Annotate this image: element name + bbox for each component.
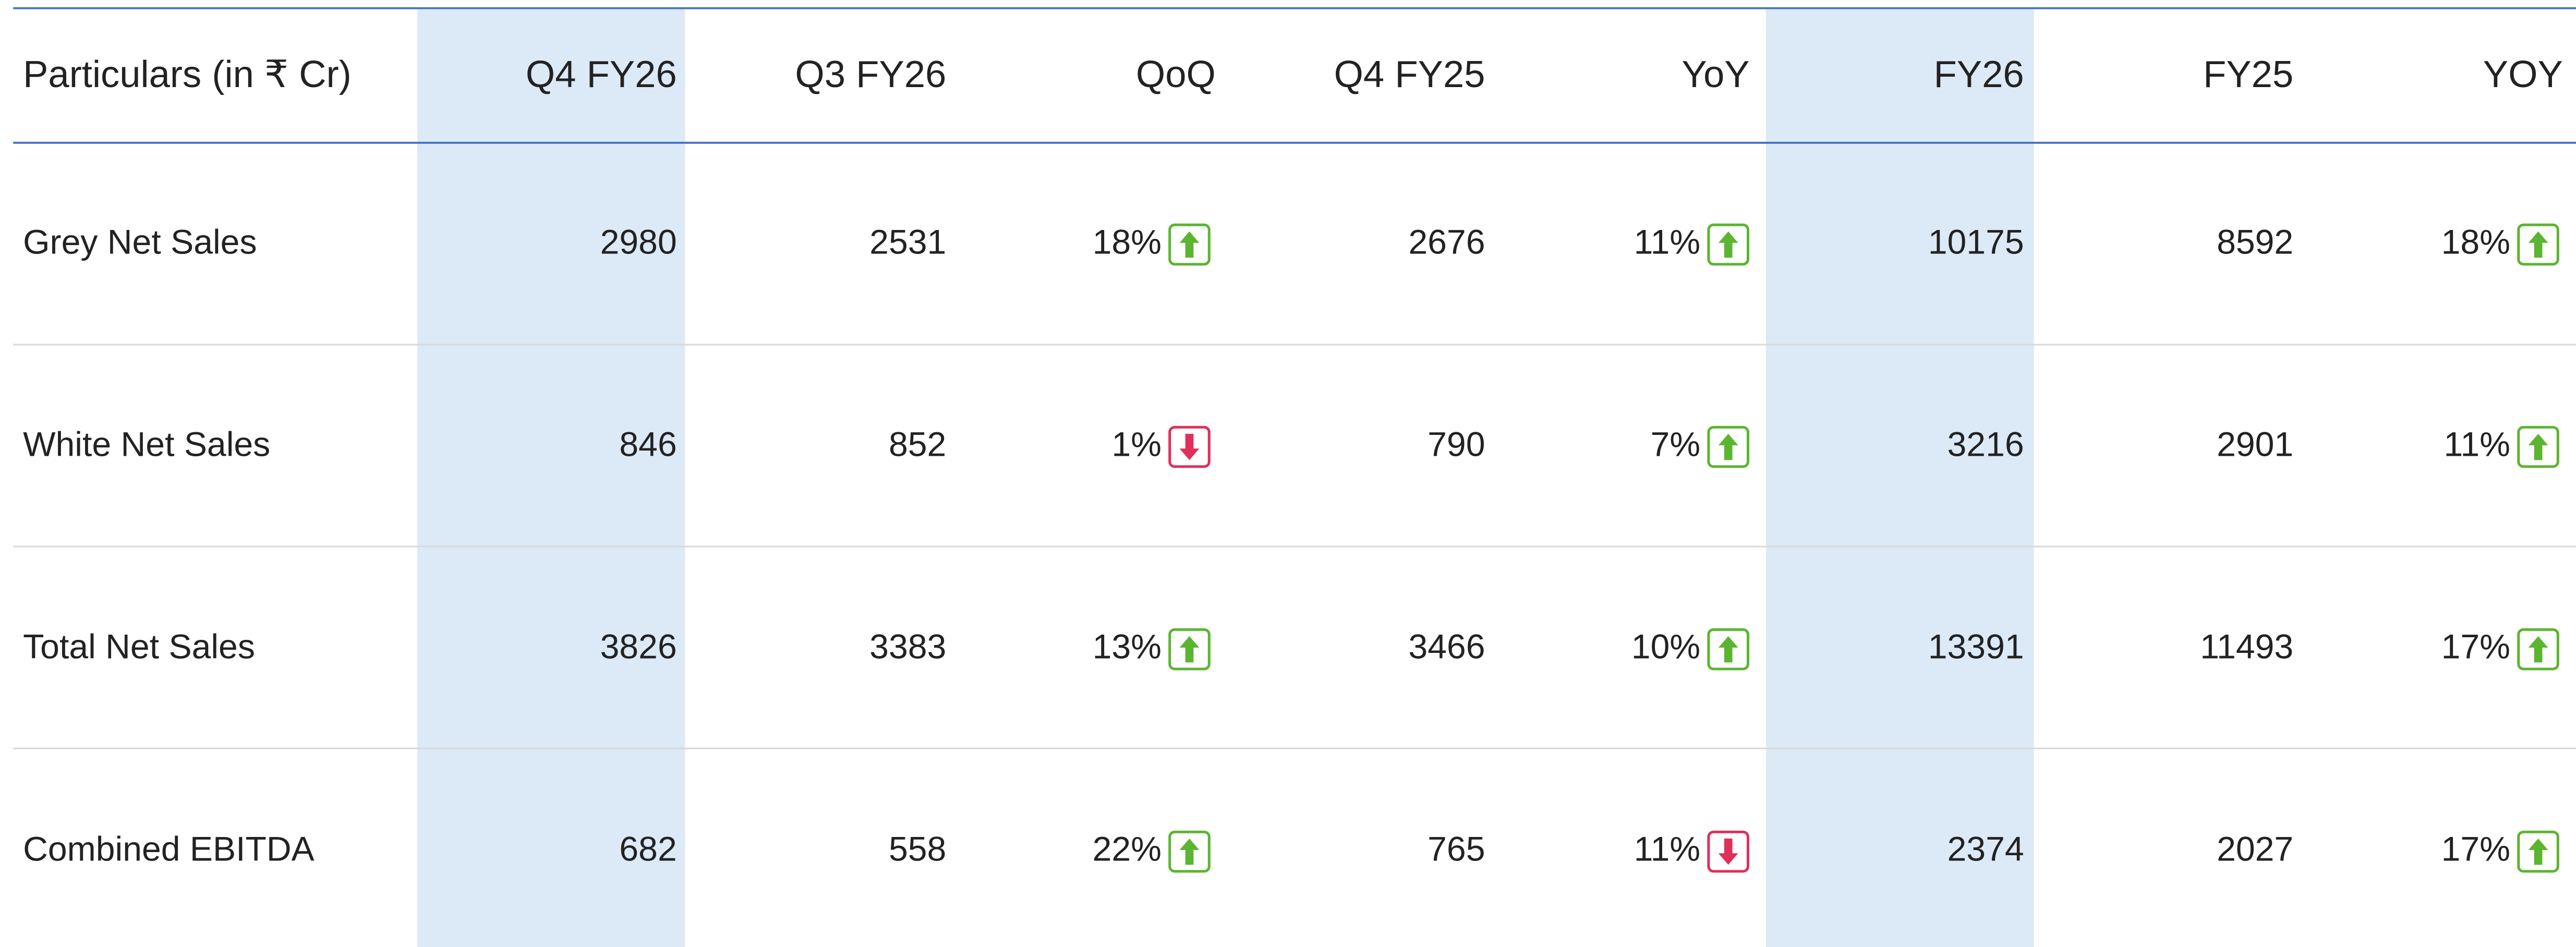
value-cell: 3216 — [1948, 425, 2024, 464]
percent-cell: 11% — [2444, 425, 2510, 464]
column-header: Q4 FY25 — [1334, 53, 1485, 95]
percent-cell: 17% — [2441, 628, 2510, 666]
value-cell: 2374 — [1948, 830, 2024, 869]
value-cell: 2980 — [600, 223, 677, 261]
column-header: Q4 FY26 — [526, 53, 677, 95]
value-cell: 10175 — [1928, 223, 2024, 261]
value-cell: 2676 — [1408, 223, 1485, 261]
column-header: Particulars (in ₹ Cr) — [23, 53, 352, 95]
value-cell: 3383 — [869, 628, 946, 666]
trend-arrow — [2528, 838, 2548, 865]
percent-cell: 18% — [2441, 223, 2510, 261]
value-cell: 2531 — [869, 223, 946, 261]
value-cell: 558 — [889, 830, 946, 869]
row-label: Grey Net Sales — [23, 223, 257, 261]
value-cell: 11493 — [2200, 628, 2293, 666]
percent-cell: 1% — [1111, 425, 1162, 464]
trend-arrow — [1179, 231, 1200, 258]
highlight-column — [417, 8, 685, 947]
trend-arrow — [1179, 433, 1200, 460]
percent-cell: 17% — [2441, 830, 2510, 869]
value-cell: 2901 — [2217, 425, 2293, 464]
trend-arrow — [2528, 433, 2548, 460]
trend-arrow — [1718, 636, 1738, 663]
value-cell: 852 — [889, 425, 946, 464]
trend-arrow — [1179, 838, 1200, 865]
value-cell: 682 — [619, 830, 676, 869]
value-cell: 765 — [1428, 830, 1485, 869]
percent-cell: 22% — [1093, 830, 1162, 869]
trend-arrow — [1179, 636, 1200, 663]
column-header: YoY — [1682, 53, 1749, 95]
value-cell: 8592 — [2217, 223, 2293, 261]
column-header: Q3 FY26 — [795, 53, 946, 95]
value-cell: 846 — [619, 425, 676, 464]
percent-cell: 13% — [1093, 628, 1162, 666]
trend-arrow — [1718, 433, 1738, 460]
value-cell: 3466 — [1408, 628, 1485, 666]
trend-arrow — [1718, 231, 1738, 258]
percent-cell: 11% — [1634, 223, 1700, 261]
value-cell: 13391 — [1928, 628, 2024, 666]
highlight-column — [1766, 8, 2034, 947]
row-label: Total Net Sales — [23, 628, 255, 666]
value-cell: 2027 — [2217, 830, 2293, 869]
value-cell: 790 — [1428, 425, 1485, 464]
value-cell: 3826 — [600, 628, 677, 666]
trend-arrow — [2528, 231, 2548, 258]
trend-arrow — [1718, 838, 1738, 865]
percent-cell: 11% — [1634, 830, 1700, 869]
trend-arrow — [2528, 636, 2548, 663]
column-header: FY25 — [2203, 53, 2293, 95]
percent-cell: 10% — [1631, 628, 1700, 666]
row-label: White Net Sales — [23, 425, 270, 464]
column-header: YOY — [2483, 53, 2563, 95]
percent-cell: 18% — [1093, 223, 1162, 261]
row-label: Combined EBITDA — [23, 830, 315, 869]
percent-cell: 7% — [1651, 425, 1701, 464]
column-header: FY26 — [1934, 53, 2024, 95]
column-header: QoQ — [1136, 53, 1216, 95]
